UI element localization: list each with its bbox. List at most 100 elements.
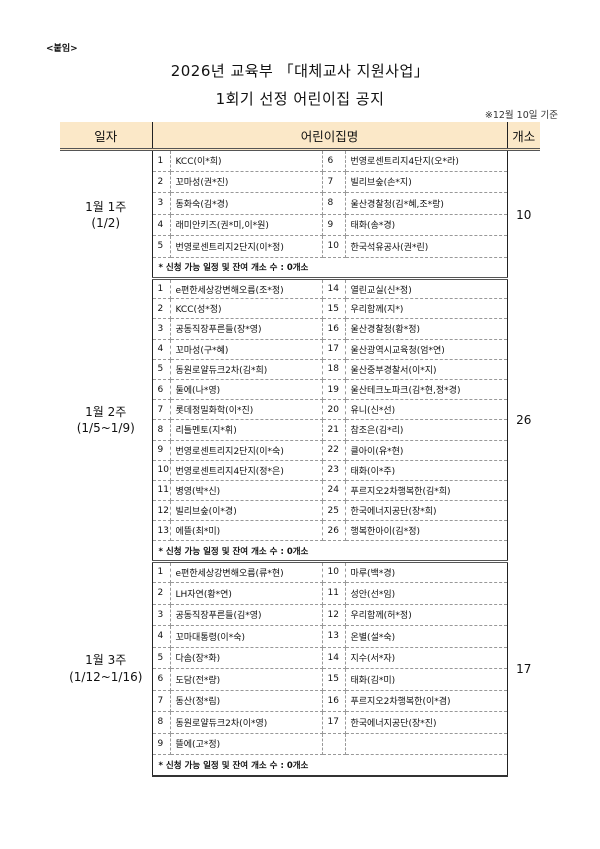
item-number: 16 bbox=[321, 689, 346, 713]
item-number: 17 bbox=[321, 338, 346, 360]
daycare-name: 유니(신*선) bbox=[344, 399, 508, 421]
daycare-name: KCC(성*정) bbox=[169, 298, 323, 320]
item-number: 10 bbox=[321, 560, 346, 584]
item-number: 15 bbox=[321, 298, 346, 320]
item-number: 25 bbox=[321, 500, 346, 522]
daycare-name: LH자연(황*연) bbox=[169, 582, 323, 605]
item-number: 14 bbox=[321, 277, 346, 300]
table-row: 4 꼬마대통령(이*숙) 13 온별(설*숙) bbox=[60, 625, 540, 648]
daycare-name: 울산경찰청(황*정) bbox=[344, 318, 508, 340]
table-header: 일자 어린이집명 개소 bbox=[60, 122, 541, 151]
item-number: 13 bbox=[321, 625, 346, 648]
daycare-name: 공동직장푸른들(김*영) bbox=[169, 603, 323, 627]
week-cell: 1월 3주 (1/12~1/16) bbox=[60, 561, 153, 777]
table-row: 7 롯데정밀화학(이*진) 20 유니(신*선) bbox=[60, 399, 540, 421]
item-number: 3 bbox=[151, 318, 171, 340]
item-number: 4 bbox=[151, 625, 171, 648]
count-cell: 17 bbox=[506, 561, 541, 777]
daycare-name: 빌리브숲(손*지) bbox=[344, 170, 508, 193]
daycare-name: 번영로센트리지4단지(정*은) bbox=[169, 459, 323, 481]
item-number: 6 bbox=[151, 378, 171, 401]
item-number: 18 bbox=[321, 358, 346, 380]
week-label: 1월 3주 bbox=[85, 653, 127, 668]
daycare-name: 둘에(나*영) bbox=[169, 378, 323, 401]
daycare-name: 울산경찰청(김*혜,조*랑) bbox=[344, 192, 508, 215]
item-number: 2 bbox=[151, 170, 171, 193]
daycare-name: 한국에너지공단(장*진) bbox=[344, 711, 508, 734]
item-number: 21 bbox=[321, 419, 346, 441]
daycare-name: 도담(전*량) bbox=[169, 668, 323, 691]
item-number: 9 bbox=[151, 732, 171, 756]
item-number: 12 bbox=[151, 500, 171, 522]
note-row: * 신청 가능 일정 및 잔여 개소 수 : 0개소 bbox=[60, 754, 540, 778]
item-number: 22 bbox=[321, 439, 346, 461]
table-row: 2 LH자연(황*연) 11 성안(선*임) bbox=[60, 582, 540, 605]
title-line-2: 1회기 선정 어린이집 공지 bbox=[215, 90, 385, 108]
daycare-name: 번영로센트리지2단지(이*정) bbox=[169, 235, 323, 258]
item-number: 10 bbox=[151, 459, 171, 481]
daycare-name: 태화(이*주) bbox=[344, 459, 508, 481]
item-number: 1 bbox=[151, 560, 171, 584]
item-number: 26 bbox=[321, 520, 346, 542]
daycare-name: 행복한아이(김*정) bbox=[344, 520, 508, 542]
item-number: 2 bbox=[151, 298, 171, 320]
daycare-name: e편한세상강변해오름(조*정) bbox=[169, 277, 323, 300]
daycare-name: 동화숙(김*경) bbox=[169, 192, 323, 215]
daycare-name: 빌리브숲(이*경) bbox=[169, 500, 323, 522]
daycare-name: 리틀멘토(지*휘) bbox=[169, 419, 323, 441]
item-number: 5 bbox=[151, 235, 171, 258]
daycare-name: KCC(이*희) bbox=[169, 149, 323, 172]
daycare-name: 병영(박*신) bbox=[169, 479, 323, 502]
daycare-name: 푸르지오2차행복한(김*희) bbox=[344, 479, 508, 502]
daycare-name: 한국석유공사(권*린) bbox=[344, 235, 508, 258]
daycare-name: 동산(정*림) bbox=[169, 689, 323, 713]
table-row: 13 에뜰(최*미) 26 행복한아이(김*정) bbox=[60, 520, 540, 542]
item-number: 5 bbox=[151, 646, 171, 670]
daycare-name: 꼬마성(권*진) bbox=[169, 170, 323, 193]
item-number: 7 bbox=[151, 689, 171, 713]
table-row: 2 꼬마성(권*진) 7 빌리브숲(손*지) bbox=[60, 170, 540, 193]
daycare-name: 번영로센트리지4단지(오*라) bbox=[344, 149, 508, 172]
item-number: 24 bbox=[321, 479, 346, 502]
item-number: 14 bbox=[321, 646, 346, 670]
item-number: 7 bbox=[151, 399, 171, 421]
daycare-name: 참조은(김*리) bbox=[344, 419, 508, 441]
basis-date: ※12월 10일 기준 bbox=[484, 110, 558, 121]
remaining-slots-note: * 신청 가능 일정 및 잔여 개소 수 : 0개소 bbox=[151, 540, 508, 563]
item-number: 1 bbox=[151, 277, 171, 300]
week-cell: 1월 1주 (1/2) bbox=[60, 149, 153, 279]
daycare-name: 한국에너지공단(장*희) bbox=[344, 500, 508, 522]
daycare-name: 뜰에(고*정) bbox=[169, 732, 323, 756]
item-number: 10 bbox=[321, 235, 346, 258]
note-row: * 신청 가능 일정 및 잔여 개소 수 : 0개소 bbox=[60, 256, 540, 280]
daycare-name: 태화(김*미) bbox=[344, 668, 508, 691]
count-cell: 10 bbox=[506, 149, 541, 279]
daycare-name: 열린교실(신*정) bbox=[344, 277, 508, 300]
week-range: (1/12~1/16) bbox=[69, 669, 143, 684]
table-row: 5 다솜(장*화) 14 지수(서*자) bbox=[60, 646, 540, 670]
item-number: 4 bbox=[151, 338, 171, 360]
daycare-name: 태화(송*경) bbox=[344, 213, 508, 236]
item-number: 9 bbox=[321, 213, 346, 236]
table-row: 4 래미안키즈(권*미,이*원) 9 태화(송*경) bbox=[60, 213, 540, 236]
item-number: 19 bbox=[321, 378, 346, 401]
item-number: 8 bbox=[321, 192, 346, 215]
daycare-name: 푸르지오2차행복한(이*겸) bbox=[344, 689, 508, 713]
item-number: 13 bbox=[151, 520, 171, 542]
item-number: 2 bbox=[151, 582, 171, 605]
table-row: 1월 2주 (1/5~1/9) 1 e편한세상강변해오름(조*정) 14 열린교실(신*정… bbox=[60, 277, 541, 562]
item-number: 20 bbox=[321, 399, 346, 421]
table-row: 1월 1주 (1/2) 1 KCC(이*희) 6 번영로센트리지4단지(오*라) 10 bbox=[60, 149, 541, 279]
daycare-name: 성안(선*임) bbox=[344, 582, 508, 605]
daycare-name: 우리함께(허*정) bbox=[344, 603, 508, 627]
table-row: 5 번영로센트리지2단지(이*정) 10 한국석유공사(권*린) bbox=[60, 235, 540, 258]
daycare-name: 공동직장푸른들(장*영) bbox=[169, 318, 323, 340]
table-row: 6 둘에(나*영) 19 울산테크노파크(김*현,정*경) bbox=[60, 378, 540, 401]
week-label: 1월 2주 bbox=[85, 404, 127, 419]
remaining-slots-note: * 신청 가능 일정 및 잔여 개소 수 : 0개소 bbox=[151, 754, 508, 778]
table-row: 3 공동직장푸른들(김*영) 12 우리함께(허*정) bbox=[60, 603, 540, 627]
item-number: 23 bbox=[321, 459, 346, 481]
item-number: 15 bbox=[321, 668, 346, 691]
item-number: 8 bbox=[151, 711, 171, 734]
